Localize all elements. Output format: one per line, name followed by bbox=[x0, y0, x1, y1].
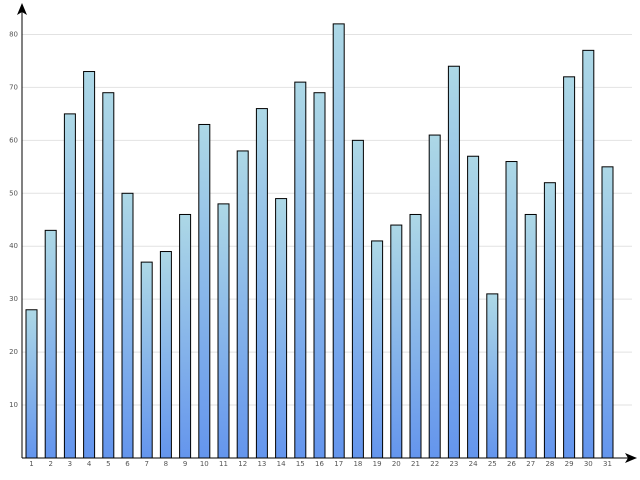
x-tick-label: 12 bbox=[238, 460, 247, 468]
x-tick-label: 18 bbox=[353, 460, 362, 468]
bar-3 bbox=[63, 113, 76, 459]
x-tick-label: 20 bbox=[392, 460, 401, 468]
bar-24 bbox=[467, 155, 480, 459]
x-tick-label: 21 bbox=[411, 460, 420, 468]
bar-1 bbox=[25, 309, 38, 459]
x-tick-label: 8 bbox=[164, 460, 168, 468]
bar-9 bbox=[179, 213, 192, 459]
x-tick-label: 24 bbox=[469, 460, 478, 468]
x-tick-label: 7 bbox=[144, 460, 148, 468]
x-tick-label: 26 bbox=[507, 460, 516, 468]
x-tick-label: 15 bbox=[296, 460, 305, 468]
x-tick-label: 11 bbox=[219, 460, 228, 468]
bar-14 bbox=[275, 198, 288, 459]
x-tick-label: 19 bbox=[373, 460, 382, 468]
bar-26 bbox=[505, 161, 518, 459]
bar-28 bbox=[543, 182, 556, 459]
bar-15 bbox=[294, 81, 307, 459]
bar-5 bbox=[102, 92, 115, 459]
bar-11 bbox=[217, 203, 230, 459]
bar-16 bbox=[313, 92, 326, 459]
bar-22 bbox=[428, 134, 441, 459]
x-tick-label: 9 bbox=[183, 460, 187, 468]
bar-21 bbox=[409, 213, 422, 459]
x-tick-labels: 1 2 3 4 5 6 7 8 9 10 11 12 13 14 15 16 17 18 19 20 21 22 23 24 2… bbox=[29, 460, 612, 468]
x-tick-label: 3 bbox=[68, 460, 72, 468]
x-tick-label: 30 bbox=[584, 460, 593, 468]
y-tick-labels: 10 20 30 40 50 60 70 80 bbox=[9, 30, 18, 409]
bar-4 bbox=[83, 71, 96, 459]
bar-25 bbox=[486, 293, 499, 459]
x-tick-label: 31 bbox=[603, 460, 612, 468]
x-tick-label: 4 bbox=[87, 460, 92, 468]
bar-7 bbox=[140, 261, 153, 459]
x-tick-label: 29 bbox=[565, 460, 574, 468]
x-tick-label: 27 bbox=[526, 460, 535, 468]
bars bbox=[25, 23, 614, 459]
bar-12 bbox=[236, 150, 249, 459]
bar-17 bbox=[332, 23, 345, 459]
bar-8 bbox=[159, 251, 172, 459]
x-tick-label: 17 bbox=[334, 460, 343, 468]
bar-13 bbox=[255, 108, 268, 459]
y-tick-label: 30 bbox=[9, 295, 18, 303]
x-tick-label: 10 bbox=[200, 460, 209, 468]
bar-31 bbox=[601, 166, 614, 459]
axes bbox=[17, 3, 637, 463]
x-axis-arrow-icon bbox=[625, 453, 637, 463]
x-tick-label: 14 bbox=[277, 460, 286, 468]
bar-30 bbox=[582, 49, 595, 459]
x-tick-label: 22 bbox=[430, 460, 439, 468]
bar-2 bbox=[44, 229, 57, 459]
y-axis-arrow-icon bbox=[17, 3, 27, 15]
x-tick-label: 5 bbox=[106, 460, 110, 468]
bar-18 bbox=[351, 139, 364, 459]
bar-27 bbox=[524, 213, 537, 459]
y-tick-label: 50 bbox=[9, 189, 18, 197]
x-tick-label: 2 bbox=[48, 460, 52, 468]
x-tick-label: 23 bbox=[449, 460, 458, 468]
bar-19 bbox=[371, 240, 384, 459]
bar-29 bbox=[563, 76, 576, 459]
x-tick-label: 16 bbox=[315, 460, 324, 468]
x-tick-label: 25 bbox=[488, 460, 497, 468]
x-tick-label: 1 bbox=[29, 460, 33, 468]
bar-10 bbox=[198, 123, 211, 459]
x-tick-label: 13 bbox=[257, 460, 266, 468]
x-tick-label: 28 bbox=[545, 460, 554, 468]
bar-6 bbox=[121, 192, 134, 459]
x-tick-label: 6 bbox=[125, 460, 130, 468]
y-tick-label: 70 bbox=[9, 83, 18, 91]
y-tick-label: 40 bbox=[9, 242, 18, 250]
bar-20 bbox=[390, 224, 403, 459]
y-tick-label: 80 bbox=[9, 30, 18, 38]
y-tick-label: 60 bbox=[9, 136, 18, 144]
bar-23 bbox=[447, 65, 460, 459]
y-tick-label: 10 bbox=[9, 401, 18, 409]
y-tick-label: 20 bbox=[9, 348, 18, 356]
